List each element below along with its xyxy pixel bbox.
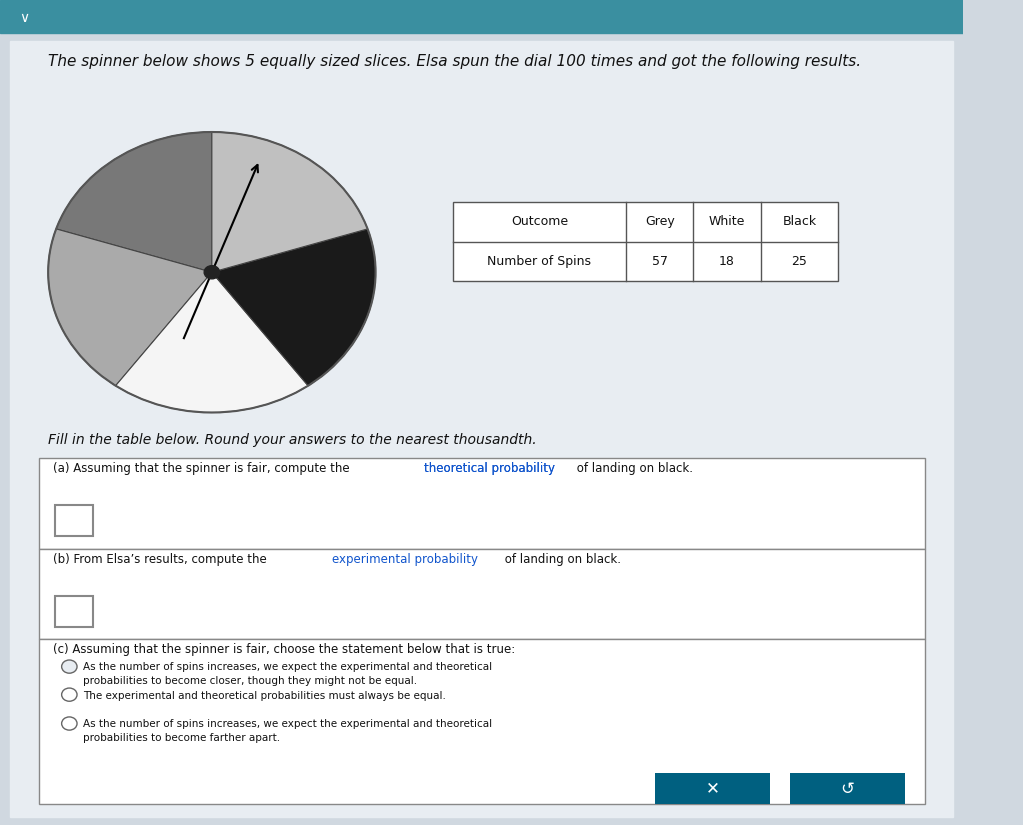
Text: ✕: ✕	[706, 780, 719, 798]
Bar	[452, 202, 838, 281]
Text: Black: Black	[783, 215, 816, 229]
Bar	[39, 458, 925, 549]
Text: Outcome: Outcome	[510, 215, 568, 229]
Circle shape	[61, 717, 77, 730]
Text: 18: 18	[719, 255, 736, 268]
Text: theoretical probability: theoretical probability	[424, 462, 554, 475]
Bar	[0, 0, 963, 33]
Circle shape	[61, 660, 77, 673]
Wedge shape	[48, 229, 212, 386]
Wedge shape	[212, 132, 367, 272]
Text: As the number of spins increases, we expect the experimental and theoretical
pro: As the number of spins increases, we exp…	[83, 662, 492, 686]
Text: Grey: Grey	[644, 215, 674, 229]
Circle shape	[61, 688, 77, 701]
Wedge shape	[116, 272, 308, 412]
Text: of landing on black.: of landing on black.	[501, 553, 621, 566]
Bar	[790, 773, 905, 804]
Bar	[39, 549, 925, 639]
Text: 25: 25	[792, 255, 807, 268]
Bar	[55, 505, 93, 536]
Text: 57: 57	[652, 255, 668, 268]
Text: of landing on black.: of landing on black.	[573, 462, 693, 475]
Text: The spinner below shows 5 equally sized slices. Elsa spun the dial 100 times and: The spinner below shows 5 equally sized …	[48, 54, 861, 68]
Text: ∨: ∨	[19, 12, 30, 25]
Circle shape	[205, 266, 220, 279]
Text: Number of Spins: Number of Spins	[487, 255, 591, 268]
Bar	[55, 596, 93, 627]
Text: (a) Assuming that the spinner is fair, compute the: (a) Assuming that the spinner is fair, c…	[53, 462, 353, 475]
Text: The experimental and theoretical probabilities must always be equal.: The experimental and theoretical probabi…	[83, 691, 446, 700]
Text: White: White	[709, 215, 746, 229]
Text: ↺: ↺	[841, 780, 854, 798]
Text: As the number of spins increases, we expect the experimental and theoretical
pro: As the number of spins increases, we exp…	[83, 719, 492, 742]
Bar	[655, 773, 770, 804]
Text: experimental probability: experimental probability	[332, 553, 479, 566]
Text: theoretical probability: theoretical probability	[424, 462, 554, 475]
Wedge shape	[212, 229, 375, 386]
Text: Fill in the table below. Round your answers to the nearest thousandth.: Fill in the table below. Round your answ…	[48, 433, 537, 447]
Text: (b) From Elsa’s results, compute the: (b) From Elsa’s results, compute the	[53, 553, 270, 566]
Text: (c) Assuming that the spinner is fair, choose the statement below that is true:: (c) Assuming that the spinner is fair, c…	[53, 644, 516, 657]
Wedge shape	[56, 132, 212, 272]
Bar	[39, 639, 925, 804]
